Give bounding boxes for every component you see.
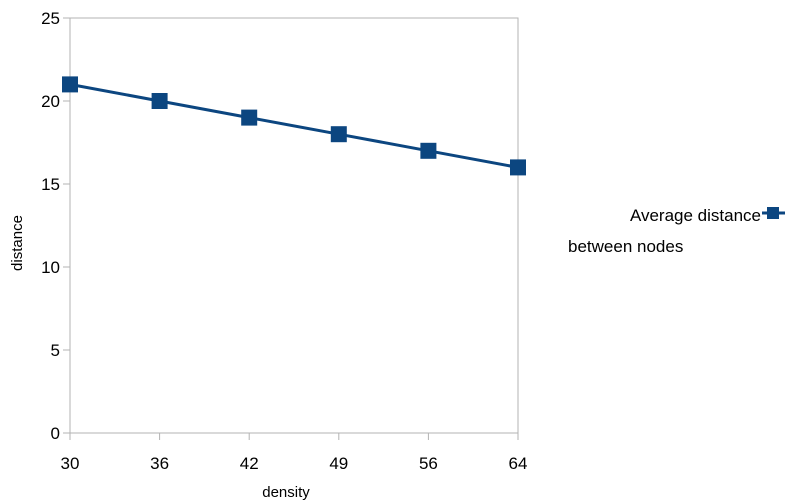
legend-marker-square [767, 207, 779, 219]
y-tick-label: 10 [41, 258, 60, 277]
x-tick-label: 64 [509, 454, 528, 473]
legend-label-line-1: Average distance [630, 206, 761, 225]
data-point-marker [510, 159, 526, 176]
data-point-marker [420, 142, 437, 159]
y-axis-tick-labels: 0 5 10 15 20 25 [41, 9, 60, 443]
series-layer [62, 76, 526, 176]
data-point-marker [330, 126, 347, 143]
x-axis-tick-labels: 30 36 42 49 56 64 [61, 454, 528, 473]
y-tick-label: 5 [51, 341, 60, 360]
x-axis-ticks [69, 433, 519, 440]
y-tick-label: 15 [41, 175, 60, 194]
y-tick-label: 20 [41, 92, 60, 111]
y-axis-label: distance [9, 215, 26, 271]
data-point-marker [241, 109, 258, 126]
plot-area-frame [69, 17, 519, 434]
series-line [69, 82, 519, 169]
x-tick-label: 36 [150, 454, 169, 473]
y-axis-ticks [63, 17, 70, 434]
legend: Average distance between nodes [568, 206, 785, 256]
y-tick-label: 25 [41, 9, 60, 28]
x-tick-label: 56 [419, 454, 438, 473]
x-tick-label: 49 [329, 454, 348, 473]
legend-label-line-2: between nodes [568, 237, 683, 256]
x-tick-label: 42 [240, 454, 259, 473]
y-tick-label: 0 [51, 424, 60, 443]
x-axis-label: density [262, 484, 310, 501]
data-point-marker [151, 93, 168, 109]
x-tick-label: 30 [61, 454, 80, 473]
data-point-marker [62, 76, 78, 93]
